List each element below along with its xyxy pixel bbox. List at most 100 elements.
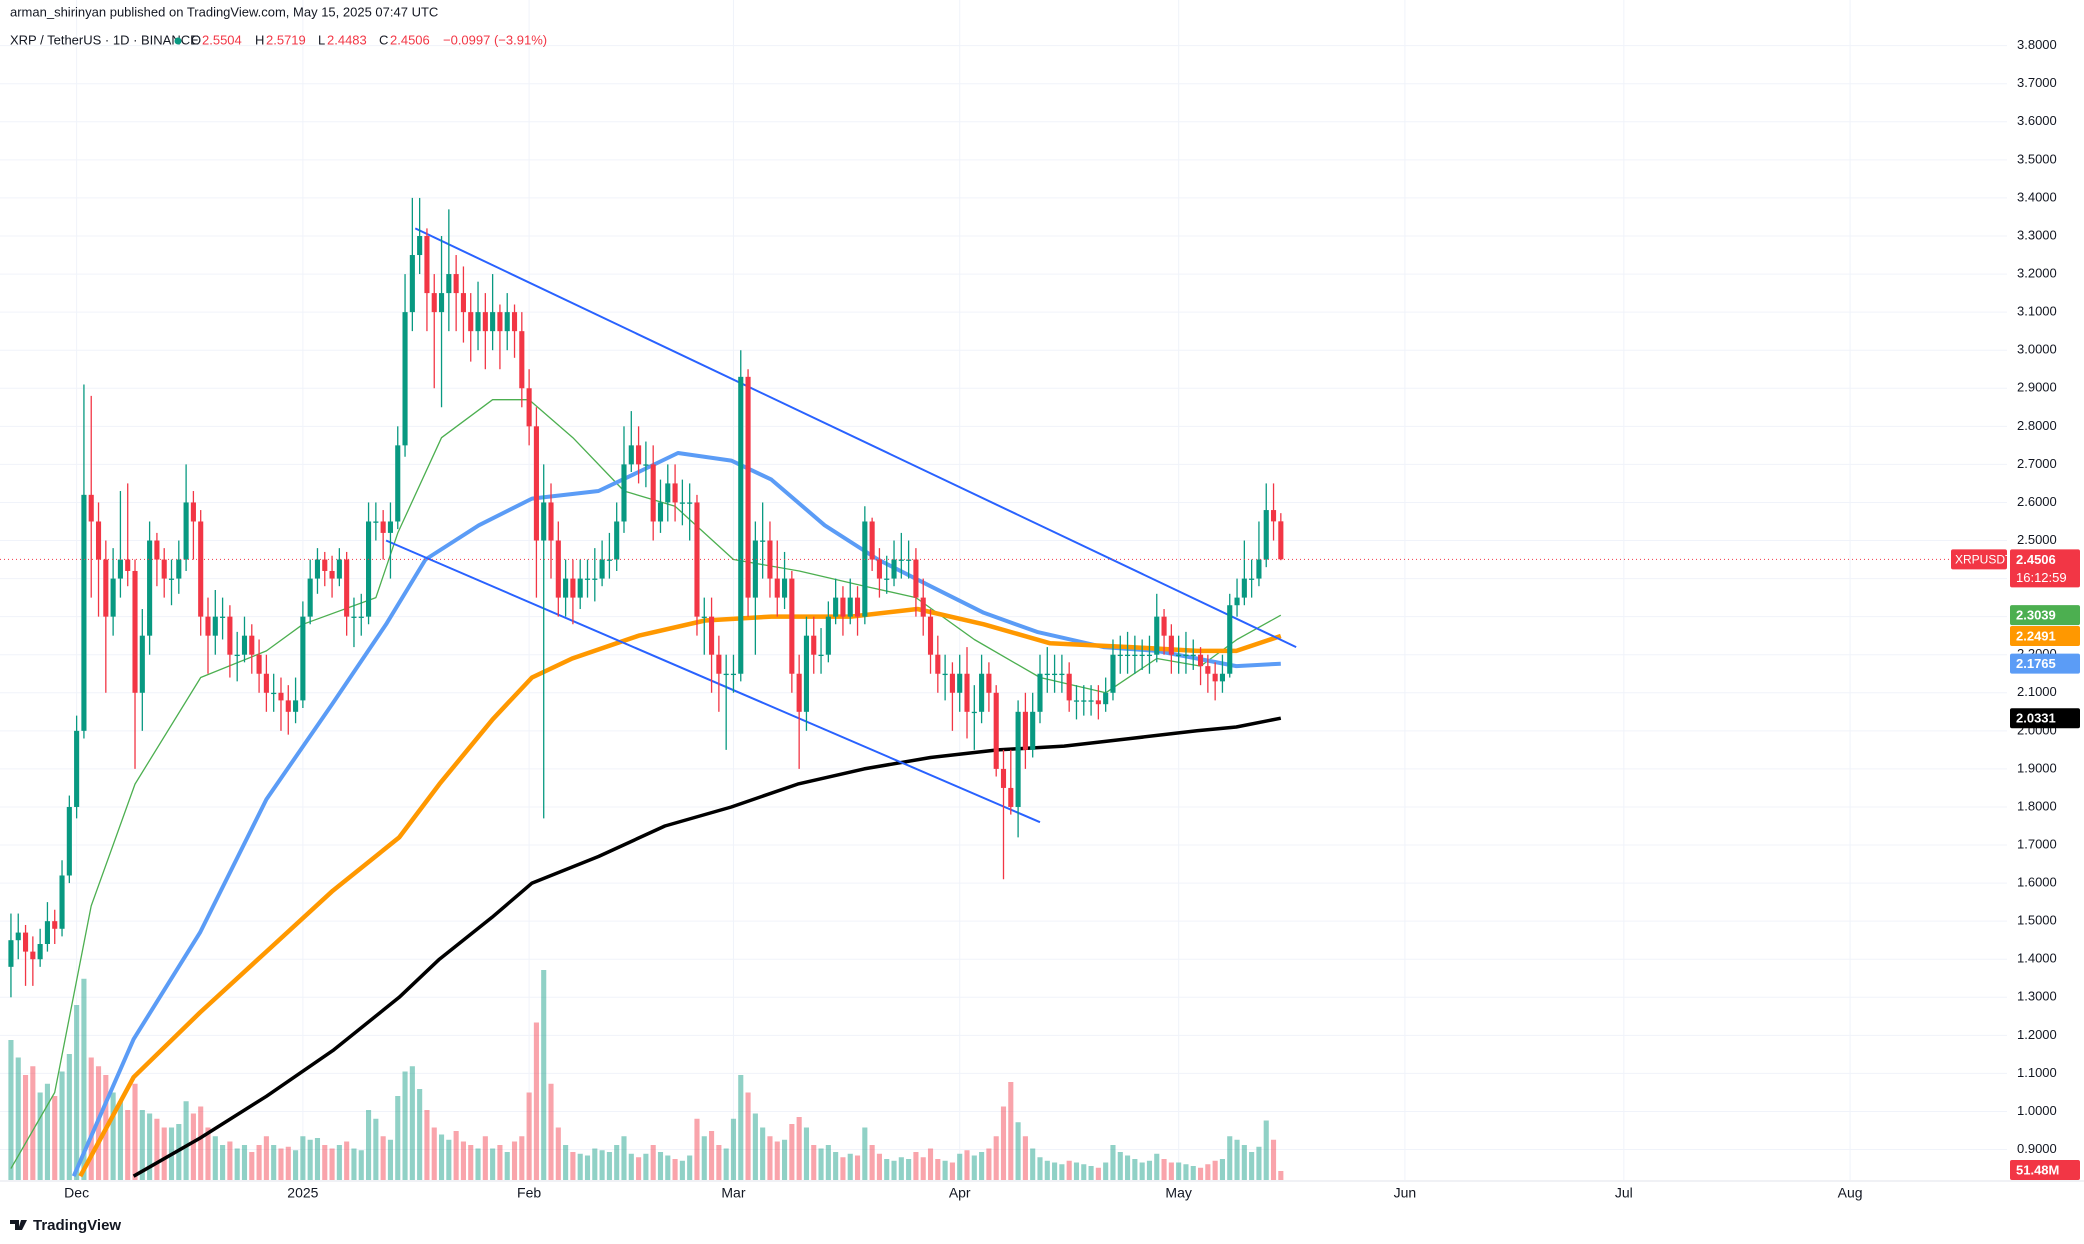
y-tick-label: 1.7000 — [2017, 836, 2057, 851]
volume-bar — [891, 1160, 897, 1180]
candle-body — [154, 540, 160, 560]
volume-bar — [577, 1153, 583, 1180]
volume-bar — [161, 1127, 167, 1180]
moving-average — [71, 451, 1281, 1178]
volume-bar — [220, 1145, 226, 1180]
candle-body — [15, 932, 21, 941]
candle-body — [716, 654, 722, 674]
candle-body — [220, 616, 226, 618]
volume-bar — [709, 1131, 715, 1180]
open-value: 2.5504 — [202, 32, 242, 47]
candle-body — [241, 635, 248, 655]
candle-body — [263, 673, 269, 693]
x-tick-label: Aug — [1838, 1185, 1863, 1201]
candle-body — [935, 654, 941, 674]
candle-body — [592, 578, 598, 580]
volume-bar — [1197, 1167, 1204, 1180]
candle-body — [891, 559, 897, 579]
candle-body — [913, 559, 919, 598]
candle-body — [329, 570, 335, 579]
candle-body — [198, 521, 204, 617]
candle-body — [1270, 510, 1277, 522]
volume-bar — [533, 1022, 539, 1180]
volume-bar — [460, 1141, 466, 1180]
x-tick-label: Jul — [1615, 1185, 1633, 1201]
volume-bar — [876, 1153, 882, 1180]
candle-body — [417, 236, 423, 256]
candle-body — [424, 236, 430, 294]
volume-bar — [1059, 1164, 1065, 1180]
candle-body — [1219, 673, 1225, 682]
header: arman_shirinyan published on TradingView… — [10, 4, 547, 47]
volume-bar — [30, 1066, 36, 1180]
candle-body — [1256, 559, 1262, 579]
volume-bar — [88, 1057, 94, 1180]
y-tick-label: 1.8000 — [2017, 798, 2057, 813]
volume-bar — [59, 1071, 65, 1180]
volume-bar — [366, 1110, 372, 1180]
volume-bar — [387, 1139, 394, 1180]
candle-body — [884, 578, 890, 580]
low-prefix: L — [318, 32, 325, 47]
volume-bar — [74, 1005, 80, 1180]
moving-average — [132, 716, 1282, 1178]
candle-body — [811, 635, 817, 655]
candle-body — [1059, 673, 1065, 676]
candle-body — [825, 616, 831, 655]
volume-bar — [1139, 1162, 1145, 1180]
candle-body — [1249, 578, 1255, 580]
y-tick-label: 3.3000 — [2017, 227, 2057, 242]
candle-body — [431, 293, 437, 313]
candle-body — [636, 445, 642, 465]
candle-body — [964, 673, 970, 712]
volume-bar — [942, 1160, 948, 1180]
volume-bar — [730, 1118, 737, 1180]
volume-bar — [745, 1092, 751, 1180]
volume-bar — [584, 1155, 591, 1180]
volume-bar — [256, 1145, 262, 1180]
candle-body — [30, 951, 36, 960]
candle-body — [336, 559, 342, 579]
volume-bar — [66, 1054, 72, 1180]
volume-bar — [117, 1101, 123, 1180]
volume-bar — [898, 1157, 904, 1180]
volume-bar — [497, 1145, 503, 1180]
volume-bar — [263, 1136, 269, 1180]
volume-bar — [1154, 1153, 1160, 1180]
candle-body — [643, 464, 649, 466]
volume-bar — [599, 1150, 605, 1180]
y-tick-label: 2.1000 — [2017, 684, 2057, 699]
volume-bar — [796, 1117, 802, 1180]
candle-body — [1037, 673, 1043, 712]
volume-bar — [592, 1148, 598, 1180]
grid — [0, 0, 2007, 1180]
y-tick-label: 3.0000 — [2017, 342, 2057, 357]
candle-body — [387, 521, 394, 533]
brand: TradingView — [33, 1217, 121, 1234]
volume-bar — [964, 1150, 970, 1180]
volume-bar — [314, 1138, 321, 1180]
volume-bar — [1212, 1160, 1218, 1180]
volume-bar — [1146, 1160, 1153, 1180]
volume-bar — [8, 1040, 14, 1180]
candle-body — [1161, 616, 1167, 636]
x-tick-label: Apr — [949, 1185, 971, 1201]
volume-bar — [1205, 1164, 1211, 1180]
volume-bar — [1227, 1136, 1233, 1180]
candle-body — [818, 654, 824, 657]
y-tick-label: 3.5000 — [2017, 151, 2057, 166]
candle-body — [730, 673, 737, 676]
ma-badge — [2010, 708, 2080, 729]
volume-bar — [1073, 1162, 1080, 1180]
high-value: 2.5719 — [266, 32, 306, 47]
volume-bar — [351, 1148, 357, 1180]
candle-body — [460, 293, 466, 313]
volume-bar — [380, 1136, 386, 1180]
volume-bar — [1117, 1152, 1123, 1180]
candle-body — [475, 312, 481, 332]
volume-bar — [818, 1148, 824, 1180]
volume-bar — [125, 1110, 131, 1180]
candle-body — [59, 875, 65, 929]
candle-body — [993, 692, 999, 769]
volume-bar — [833, 1152, 839, 1180]
